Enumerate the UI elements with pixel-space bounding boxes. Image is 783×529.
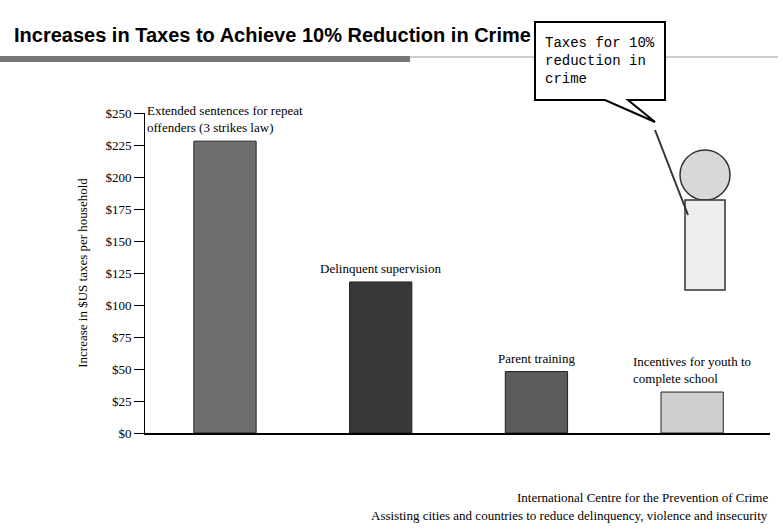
svg-text:$125: $125 (105, 266, 131, 281)
svg-text:Delinquent supervision: Delinquent supervision (320, 261, 441, 276)
svg-text:Increases in Taxes to Achieve: Increases in Taxes to Achieve 10% Reduct… (14, 24, 531, 46)
svg-text:$200: $200 (105, 170, 131, 185)
svg-text:International Centre for the P: International Centre for the Prevention … (517, 490, 768, 505)
svg-text:$150: $150 (105, 234, 131, 249)
svg-text:$50: $50 (112, 362, 132, 377)
svg-text:Taxes for 10%reduction incrime: Taxes for 10%reduction incrime (545, 35, 655, 87)
svg-text:Parent training: Parent training (498, 351, 575, 366)
svg-text:$100: $100 (105, 298, 131, 313)
svg-text:Extended sentences for repeato: Extended sentences for repeatoffenders (… (147, 103, 303, 135)
svg-text:$25: $25 (112, 394, 132, 409)
svg-text:$75: $75 (112, 330, 132, 345)
svg-text:$250: $250 (105, 106, 131, 121)
svg-text:$225: $225 (105, 138, 131, 153)
svg-text:Increase in $US taxes per hous: Increase in $US taxes per household (75, 178, 90, 368)
svg-text:Incentives for youth tocomplet: Incentives for youth tocomplete school (633, 354, 751, 386)
svg-text:$0: $0 (118, 426, 131, 441)
svg-text:$175: $175 (105, 202, 131, 217)
svg-text:Assisting cities and countries: Assisting cities and countries to reduce… (371, 508, 768, 523)
